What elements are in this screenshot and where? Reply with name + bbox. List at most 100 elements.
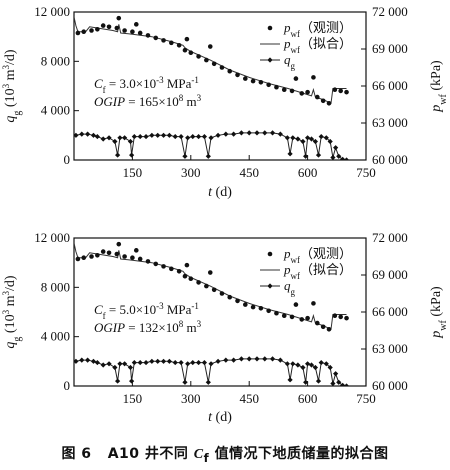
- annotation-cf-unit-exp: -1: [191, 75, 199, 85]
- y-right-tick-label: 66 000: [372, 78, 408, 93]
- legend-text: （拟合）: [300, 262, 352, 277]
- pwf-obs-point: [211, 287, 217, 293]
- pwf-obs-point: [161, 264, 166, 269]
- qg-point: [201, 359, 208, 366]
- annotation-cf-var: C: [94, 302, 103, 317]
- y-right-unit: (kPa): [429, 60, 444, 94]
- qg-point: [166, 132, 172, 138]
- qg-point: [117, 135, 123, 141]
- qg-point: [205, 379, 211, 385]
- y-left-unit-sup: 3: [1, 65, 11, 70]
- legend-symbol-pwf-obs: [267, 25, 273, 31]
- qg-point: [94, 359, 100, 366]
- pwf-obs-point: [305, 315, 310, 321]
- y-left-unit-sup: 3: [1, 291, 11, 296]
- y-right-axis-label: pwf (kPa): [429, 60, 449, 113]
- qg-point: [238, 130, 245, 136]
- y-right-var-sub: wf: [438, 93, 449, 104]
- pwf-obs-point: [184, 262, 190, 268]
- annotation-cf-sub: f: [103, 311, 106, 321]
- pwf-obs-point: [95, 252, 100, 258]
- qg-point: [115, 378, 121, 384]
- qg-point: [166, 358, 172, 364]
- qg-point: [182, 379, 188, 385]
- qg-point: [318, 133, 324, 140]
- qg-point: [137, 359, 143, 366]
- y-right-var-sub: wf: [438, 319, 449, 330]
- y-left-unit: (10: [3, 88, 18, 110]
- qg-point: [215, 358, 221, 364]
- qg-point: [182, 153, 188, 159]
- qg-point: [195, 359, 202, 366]
- annotation-ogip-unit-exp: 3: [197, 319, 202, 329]
- qg-point: [90, 132, 97, 138]
- pwf-obs-point: [81, 29, 87, 35]
- annotation-cf-unit-exp: -1: [191, 301, 199, 311]
- qg-point: [90, 358, 97, 364]
- x-axis-label: t (d): [208, 185, 232, 200]
- chart-panel-1: 150 300 450 600 750 0 4 000 8 000 12 000 60 000 63…: [1, 4, 449, 200]
- pwf-obs-point: [169, 266, 174, 272]
- pwf-obs-point: [116, 15, 122, 21]
- legend-var: p: [283, 20, 291, 35]
- legend-var-sub: wf: [291, 29, 301, 39]
- pwf-obs-point: [114, 25, 120, 31]
- annotation-cf-sub: f: [103, 85, 106, 95]
- qg-point: [149, 358, 155, 364]
- pwf-obs-point: [305, 89, 310, 95]
- qg-point: [122, 135, 128, 141]
- y-right-unit: (kPa): [429, 286, 444, 320]
- pwf-obs-point: [315, 320, 320, 326]
- y-left-var-sub: g: [12, 337, 23, 342]
- qg-point: [190, 133, 196, 140]
- qg-point: [269, 130, 276, 136]
- qg-point: [327, 364, 333, 371]
- pwf-obs-point: [235, 72, 240, 78]
- y-left-unit: (10: [3, 314, 18, 336]
- caption-text-b: 值情况下地质储量的拟合图: [214, 446, 389, 462]
- qg-point: [295, 362, 301, 368]
- y-left-axis-label: qg (103 m3/d): [1, 275, 23, 348]
- y-left-tick-label: 4 000: [41, 329, 70, 344]
- qg-point: [190, 359, 196, 366]
- qg-point: [185, 135, 191, 141]
- legend-var-sub: g: [291, 287, 296, 297]
- qg-point: [308, 362, 315, 368]
- qg-point: [185, 361, 191, 367]
- pwf-obs-point: [250, 304, 256, 310]
- x-axis-var: t: [208, 410, 213, 425]
- pwf-obs-point: [315, 94, 320, 100]
- qg-point: [129, 152, 135, 158]
- pwf-obs-point: [182, 273, 188, 279]
- pwf-obs-point: [326, 100, 332, 106]
- qg-point: [284, 361, 290, 367]
- pwf-obs-point: [250, 78, 256, 84]
- y-right-tick-label: 63 000: [372, 115, 408, 130]
- pwf-obs-point: [137, 30, 143, 36]
- qg-point: [295, 136, 301, 142]
- pwf-obs-point: [219, 65, 225, 70]
- y-right-tick-label: 72 000: [372, 230, 408, 245]
- qg-point: [238, 356, 245, 362]
- qg-point: [305, 135, 311, 141]
- y-left-tick-label: 4 000: [41, 103, 70, 118]
- qg-point: [127, 364, 134, 371]
- annotation-cf-unit: MPa: [164, 76, 192, 91]
- y-left-tick-label: 12 000: [34, 4, 70, 19]
- pwf-obs-point: [299, 91, 305, 96]
- pwf-obs-point: [122, 254, 127, 259]
- annotation-ogip: OGIP = 165×108 m3: [94, 93, 202, 109]
- qg-point: [327, 138, 333, 145]
- qg-point: [143, 133, 149, 140]
- qg-point: [137, 133, 143, 140]
- qg-point: [333, 145, 339, 151]
- y-right-var: p: [429, 331, 444, 339]
- pwf-obs-point: [153, 35, 159, 41]
- qg-point: [323, 361, 329, 367]
- pwf-obs-point: [196, 280, 201, 285]
- qg-point: [178, 359, 184, 366]
- annotation-ogip-unit-exp: 3: [197, 93, 202, 103]
- qg-point: [94, 133, 100, 140]
- legend-label-pwf-obs: pwf（观测）: [283, 20, 352, 39]
- qg-point: [262, 356, 268, 362]
